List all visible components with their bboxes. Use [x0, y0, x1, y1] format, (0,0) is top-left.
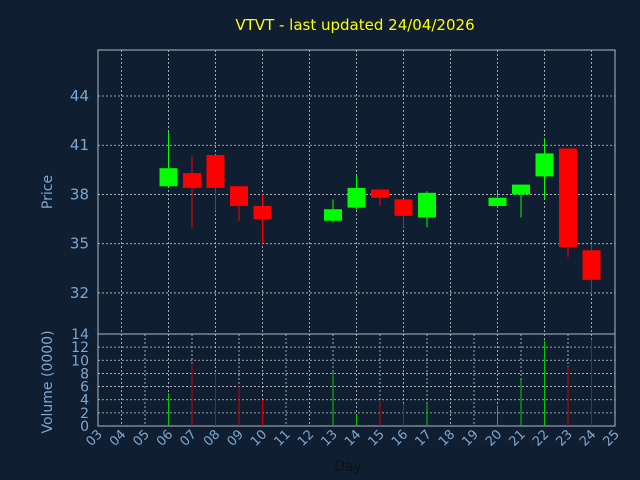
x-tick-label: 15: [366, 427, 388, 449]
candle-20: [488, 191, 507, 208]
x-tick-label: 04: [107, 427, 129, 449]
candle-body: [324, 209, 342, 221]
x-tick-label: 25: [601, 427, 623, 449]
x-tick-label: 22: [530, 427, 552, 449]
volume-tick-label: 12: [71, 340, 89, 356]
candle-08: [206, 155, 225, 211]
price-candles: [159, 132, 601, 293]
candle-body: [253, 205, 272, 220]
x-tick-label: 23: [554, 427, 576, 449]
price-tick-label: 41: [70, 136, 89, 154]
volume-tick-label: 0: [80, 419, 89, 435]
x-tick-label: 18: [436, 427, 458, 449]
candle-body: [371, 189, 389, 198]
volume-tick-label: 14: [71, 327, 89, 343]
x-tick-label: 10: [248, 427, 270, 449]
candle-21: [512, 184, 530, 218]
candle-body: [347, 187, 366, 208]
x-tick-label: 19: [460, 427, 482, 449]
candle-body: [206, 155, 225, 188]
volume-axis-label: Volume (0000): [40, 330, 56, 433]
volume-tick-label: 6: [80, 380, 89, 396]
candle-body: [535, 153, 554, 177]
price-tick-label: 44: [70, 87, 89, 105]
candle-body: [512, 184, 530, 195]
candle-23: [559, 148, 577, 257]
volume-tick-label: 10: [71, 353, 89, 369]
x-tick-label: 14: [342, 427, 364, 449]
candle-14: [347, 174, 366, 210]
volume-tick-label: 2: [80, 406, 89, 422]
candle-body: [159, 168, 178, 187]
candle-body: [230, 186, 248, 206]
price-tick-label: 35: [70, 235, 89, 253]
candle-13: [324, 199, 342, 223]
chart-title: VTVT - last updated 24/04/2026: [235, 16, 474, 34]
x-tick-label: 17: [413, 427, 435, 449]
x-tick-label: 20: [483, 427, 505, 449]
candle-17: [418, 191, 436, 228]
x-tick-label: 24: [577, 427, 599, 449]
price-tick-label: 38: [70, 185, 89, 203]
price-tick-label: 32: [70, 284, 89, 302]
candle-body: [488, 197, 507, 206]
price-axis-ticks: 32 35 38 41 44: [70, 87, 89, 302]
candle-body: [582, 250, 601, 280]
x-tick-label: 09: [225, 427, 247, 449]
x-tick-label: 07: [178, 427, 200, 449]
candle-body: [394, 199, 413, 216]
candle-15: [371, 189, 389, 206]
x-tick-label: 21: [507, 427, 529, 449]
candle-06: [159, 132, 178, 188]
candle-body: [559, 148, 577, 247]
volume-gridlines: [98, 334, 615, 426]
x-tick-label: 06: [154, 427, 176, 449]
price-axis-label: Price: [40, 175, 56, 209]
x-tick-label: 05: [131, 427, 153, 449]
candle-16: [394, 199, 413, 228]
x-tick-label: 12: [295, 427, 317, 449]
candle-body: [183, 173, 201, 188]
candle-body: [418, 192, 436, 218]
candle-09: [230, 186, 248, 221]
candle-24: [582, 243, 601, 293]
candle-07: [183, 156, 201, 228]
day-axis-ticks: 03 04 05 06 07 08 09 10 11 12 13 14 15 16 17 18 19 20 21 22…: [84, 427, 623, 449]
candle-10: [253, 194, 272, 244]
volume-tick-label: 4: [80, 393, 89, 409]
x-tick-label: 13: [319, 427, 341, 449]
x-tick-label: 08: [201, 427, 223, 449]
day-axis-label: Day: [334, 459, 362, 475]
candle-22: [535, 138, 554, 200]
x-tick-label: 11: [272, 427, 294, 449]
volume-bars: [168, 339, 592, 426]
volume-tick-label: 8: [80, 366, 89, 382]
x-tick-label: 16: [389, 427, 411, 449]
